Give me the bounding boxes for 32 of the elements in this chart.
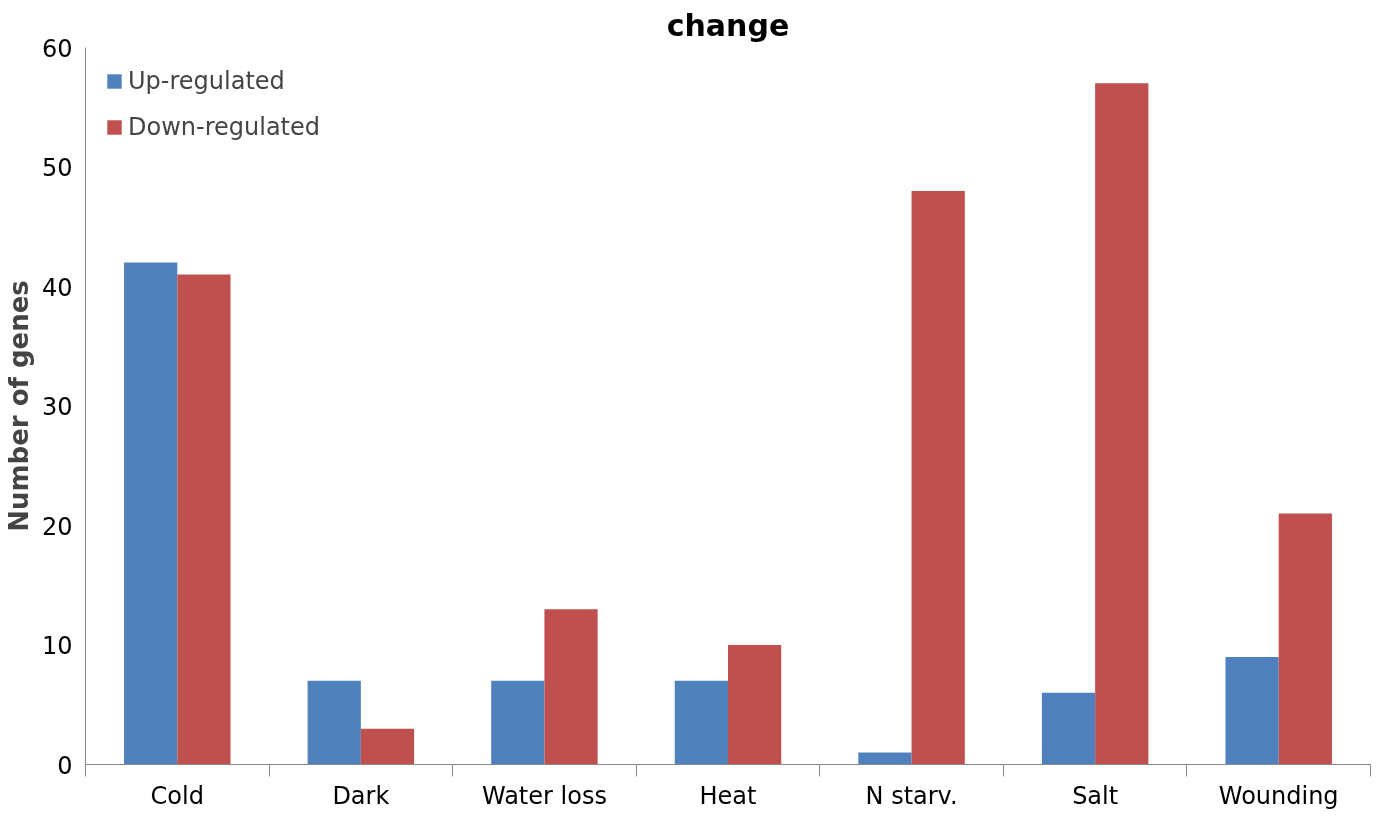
y-tick-label: 20 — [41, 512, 73, 541]
legend-label: Up-regulated — [128, 67, 285, 95]
bar — [911, 190, 965, 765]
y-tick-label: 40 — [41, 273, 73, 302]
x-tick-label: Heat — [699, 781, 757, 810]
bar — [177, 274, 231, 765]
y-tick-label: 0 — [57, 751, 73, 780]
bar — [1278, 513, 1332, 765]
x-tick-label: Salt — [1072, 781, 1119, 810]
bar — [544, 609, 598, 765]
x-tick-label: Dark — [332, 781, 390, 810]
y-tick-label: 60 — [41, 34, 73, 63]
x-tick-label: Water loss — [481, 781, 607, 810]
bar — [360, 728, 415, 765]
x-tick-label: Wounding — [1218, 781, 1339, 810]
y-axis-title: Number of genes — [3, 280, 34, 532]
bar — [728, 645, 782, 765]
bar — [1095, 83, 1149, 765]
bar — [1225, 656, 1279, 765]
x-tick-label: N starv. — [865, 781, 958, 810]
bar — [307, 680, 361, 765]
bar — [124, 262, 178, 765]
legend-label: Down-regulated — [128, 113, 320, 141]
y-tick-label: 30 — [41, 393, 73, 421]
y-tick-label: 10 — [41, 632, 73, 660]
bar — [858, 752, 912, 765]
y-tick-label: 50 — [41, 154, 73, 182]
x-tick-label: Cold — [150, 781, 204, 810]
bar — [1041, 692, 1096, 765]
bar — [491, 680, 545, 765]
chart-title: change — [666, 7, 790, 43]
bar — [674, 680, 728, 765]
